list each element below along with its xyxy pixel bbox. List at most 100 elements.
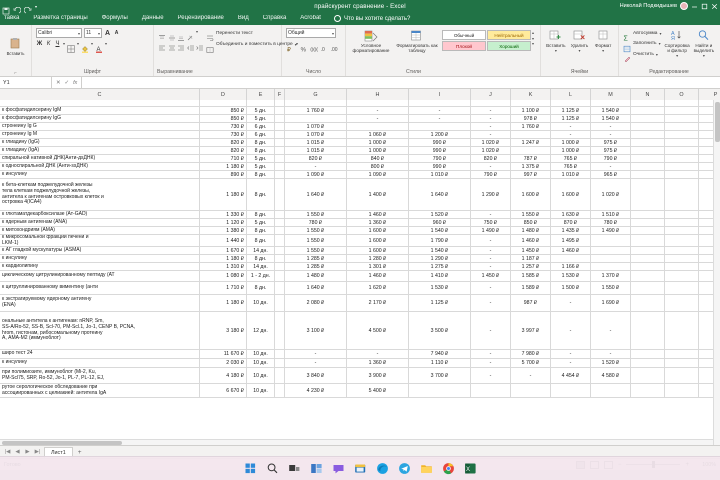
cell-competitor-price[interactable]: -	[471, 295, 511, 311]
cell-price[interactable]: 850 ₽	[200, 107, 247, 114]
cell-spacer[interactable]	[275, 219, 285, 226]
cell-spacer[interactable]	[275, 312, 285, 349]
clear-chevron-down-icon[interactable]: ▾	[655, 51, 658, 57]
cell-competitor-price[interactable]	[665, 179, 699, 210]
cell-price[interactable]: 1 710 ₽	[200, 282, 247, 294]
table-row[interactable]: к цитруллинированному виментину (анти 1 7…	[0, 282, 720, 295]
cell-competitor-price[interactable]	[347, 100, 409, 106]
cell-term[interactable]: 10 дн.	[247, 359, 275, 367]
font-color-chevron-down-icon[interactable]: ▾	[105, 41, 108, 46]
cell-spacer[interactable]	[275, 155, 285, 162]
table-row[interactable]: к кардиолипину 1 310 ₽14 дн. 1 285 ₽1 301 …	[0, 263, 720, 271]
cell-competitor-price[interactable]: 1 460 ₽	[511, 235, 551, 246]
cell-competitor-price[interactable]: 1 247 ₽	[511, 139, 551, 146]
cell-term[interactable]	[247, 100, 275, 106]
cell-price[interactable]: 730 ₽	[200, 123, 247, 130]
tab-data[interactable]: Данные	[141, 15, 164, 21]
cell-competitor-price[interactable]: 1 290 ₽	[409, 255, 471, 262]
cell-competitor-price[interactable]: -	[471, 359, 511, 367]
find-chevron-down-icon[interactable]: ▾	[702, 52, 705, 58]
restore-icon[interactable]	[701, 3, 708, 10]
cell-description[interactable]: к экстрагируемому ядерному антигену (ENA)	[0, 295, 200, 311]
cell-competitor-price[interactable]: 870 ₽	[551, 219, 591, 226]
sheet-tab-1[interactable]: Лист1	[44, 446, 73, 458]
cell-description[interactable]: при полимиозите, иммуноблот (Mi-2, Ku, PM…	[0, 368, 200, 383]
cell-competitor-price[interactable]	[511, 131, 551, 138]
cell-competitor-price[interactable]	[511, 384, 551, 397]
cell-competitor-price[interactable]: 787 ₽	[511, 155, 551, 162]
cell-competitor-price[interactable]	[631, 384, 665, 397]
start-icon[interactable]	[244, 462, 257, 475]
cell-competitor-price[interactable]	[409, 123, 471, 130]
cell-competitor-price[interactable]: 790 ₽	[591, 155, 631, 162]
cell-competitor-price[interactable]: 1 550 ₽	[285, 247, 347, 254]
table-row[interactable]	[0, 100, 720, 107]
table-row[interactable]: стронеину Ig G 730 ₽6 дн. 1 070 ₽ -1 760 ₽ -…	[0, 123, 720, 131]
cell-competitor-price[interactable]	[551, 255, 591, 262]
column-header-E[interactable]: E	[247, 89, 275, 100]
cell-competitor-price[interactable]: -	[471, 263, 511, 270]
cell-competitor-price[interactable]: 3 840 ₽	[285, 368, 347, 383]
cell-term[interactable]: 8 дн.	[247, 227, 275, 234]
table-row[interactable]: спиральной нативной ДНК(Анти-дsДНК) 710 ₽…	[0, 155, 720, 163]
sheet-tab-bar[interactable]: |◀ ◀ ▶ ▶| Лист1 +	[0, 445, 720, 458]
cell-competitor-price[interactable]: -	[551, 131, 591, 138]
cell-styles-gallery[interactable]: Обычный Нейтральный Плохой Хороший	[442, 30, 531, 51]
cell-price[interactable]: 4 180 ₽	[200, 368, 247, 383]
cell-competitor-price[interactable]	[665, 131, 699, 138]
sheet-nav-first-icon[interactable]: |◀	[4, 449, 11, 455]
cell-competitor-price[interactable]: 1 540 ₽	[409, 227, 471, 234]
qat-chevron-down-icon[interactable]: ▾	[35, 3, 38, 9]
cell-competitor-price[interactable]	[665, 247, 699, 254]
cell-competitor-price[interactable]: 1 480 ₽	[285, 271, 347, 281]
cell-price[interactable]: 1 330 ₽	[200, 211, 247, 218]
table-row[interactable]: к глютаматдекарбоксилазе (Ат-GAD) 1 330 ₽…	[0, 211, 720, 219]
cell-competitor-price[interactable]: 5 700 ₽	[511, 359, 551, 367]
cell-competitor-price[interactable]	[665, 139, 699, 146]
italic-button[interactable]: К	[46, 40, 51, 47]
cell-competitor-price[interactable]	[631, 115, 665, 122]
cell-competitor-price[interactable]: 1 600 ₽	[511, 179, 551, 210]
cell-price[interactable]: 1 080 ₽	[200, 271, 247, 281]
cell-competitor-price[interactable]: 1 090 ₽	[347, 171, 409, 178]
cell-competitor-price[interactable]	[591, 247, 631, 254]
cell-competitor-price[interactable]: 1 125 ₽	[551, 115, 591, 122]
cell-competitor-price[interactable]	[511, 147, 551, 154]
cell-competitor-price[interactable]: -	[347, 350, 409, 358]
find-select-button[interactable]: Найти и выделить ▾	[693, 28, 715, 58]
style-good[interactable]: Хороший	[487, 41, 531, 51]
cell-term[interactable]: 10 дн.	[247, 350, 275, 358]
cell-term[interactable]: 6 дн.	[247, 131, 275, 138]
cell-competitor-price[interactable]: 1 015 ₽	[285, 139, 347, 146]
fill-color-chevron-down-icon[interactable]: ▾	[91, 41, 94, 46]
cell-competitor-price[interactable]: -	[591, 312, 631, 349]
cell-competitor-price[interactable]: 1 070 ₽	[285, 123, 347, 130]
cell-term[interactable]: 8 дн.	[247, 235, 275, 246]
cell-competitor-price[interactable]: 1 060 ₽	[347, 131, 409, 138]
cell-competitor-price[interactable]	[631, 271, 665, 281]
cell-competitor-price[interactable]: -	[285, 163, 347, 170]
cell-competitor-price[interactable]: -	[471, 107, 511, 114]
currency-chevron-down-icon[interactable]: ▾	[296, 41, 299, 46]
cell-competitor-price[interactable]: 1 187 ₽	[511, 255, 551, 262]
orientation-icon[interactable]	[187, 29, 195, 41]
decrease-indent-icon[interactable]	[186, 39, 195, 50]
cell-competitor-price[interactable]: 1 000 ₽	[347, 147, 409, 154]
cell-competitor-price[interactable]	[471, 384, 511, 397]
cell-price[interactable]: 710 ₽	[200, 155, 247, 162]
cell-competitor-price[interactable]: 1 435 ₽	[551, 227, 591, 234]
cell-competitor-price[interactable]: 1 010 ₽	[409, 171, 471, 178]
cell-competitor-price[interactable]	[591, 263, 631, 270]
wrap-text-button[interactable]: Перенести текст	[206, 29, 297, 41]
cell-competitor-price[interactable]: 780 ₽	[285, 219, 347, 226]
cell-competitor-price[interactable]	[631, 163, 665, 170]
cell-competitor-price[interactable]: 800 ₽	[347, 163, 409, 170]
cell-term[interactable]: 8 дн.	[247, 179, 275, 210]
avatar[interactable]	[680, 2, 688, 10]
cell-competitor-price[interactable]: 1 550 ₽	[591, 282, 631, 294]
cell-competitor-price[interactable]: -	[409, 107, 471, 114]
cell-competitor-price[interactable]: 1 020 ₽	[471, 147, 511, 154]
cell-competitor-price[interactable]: 975 ₽	[591, 147, 631, 154]
cell-competitor-price[interactable]: 1 285 ₽	[285, 263, 347, 270]
cell-competitor-price[interactable]: 1 589 ₽	[511, 282, 551, 294]
